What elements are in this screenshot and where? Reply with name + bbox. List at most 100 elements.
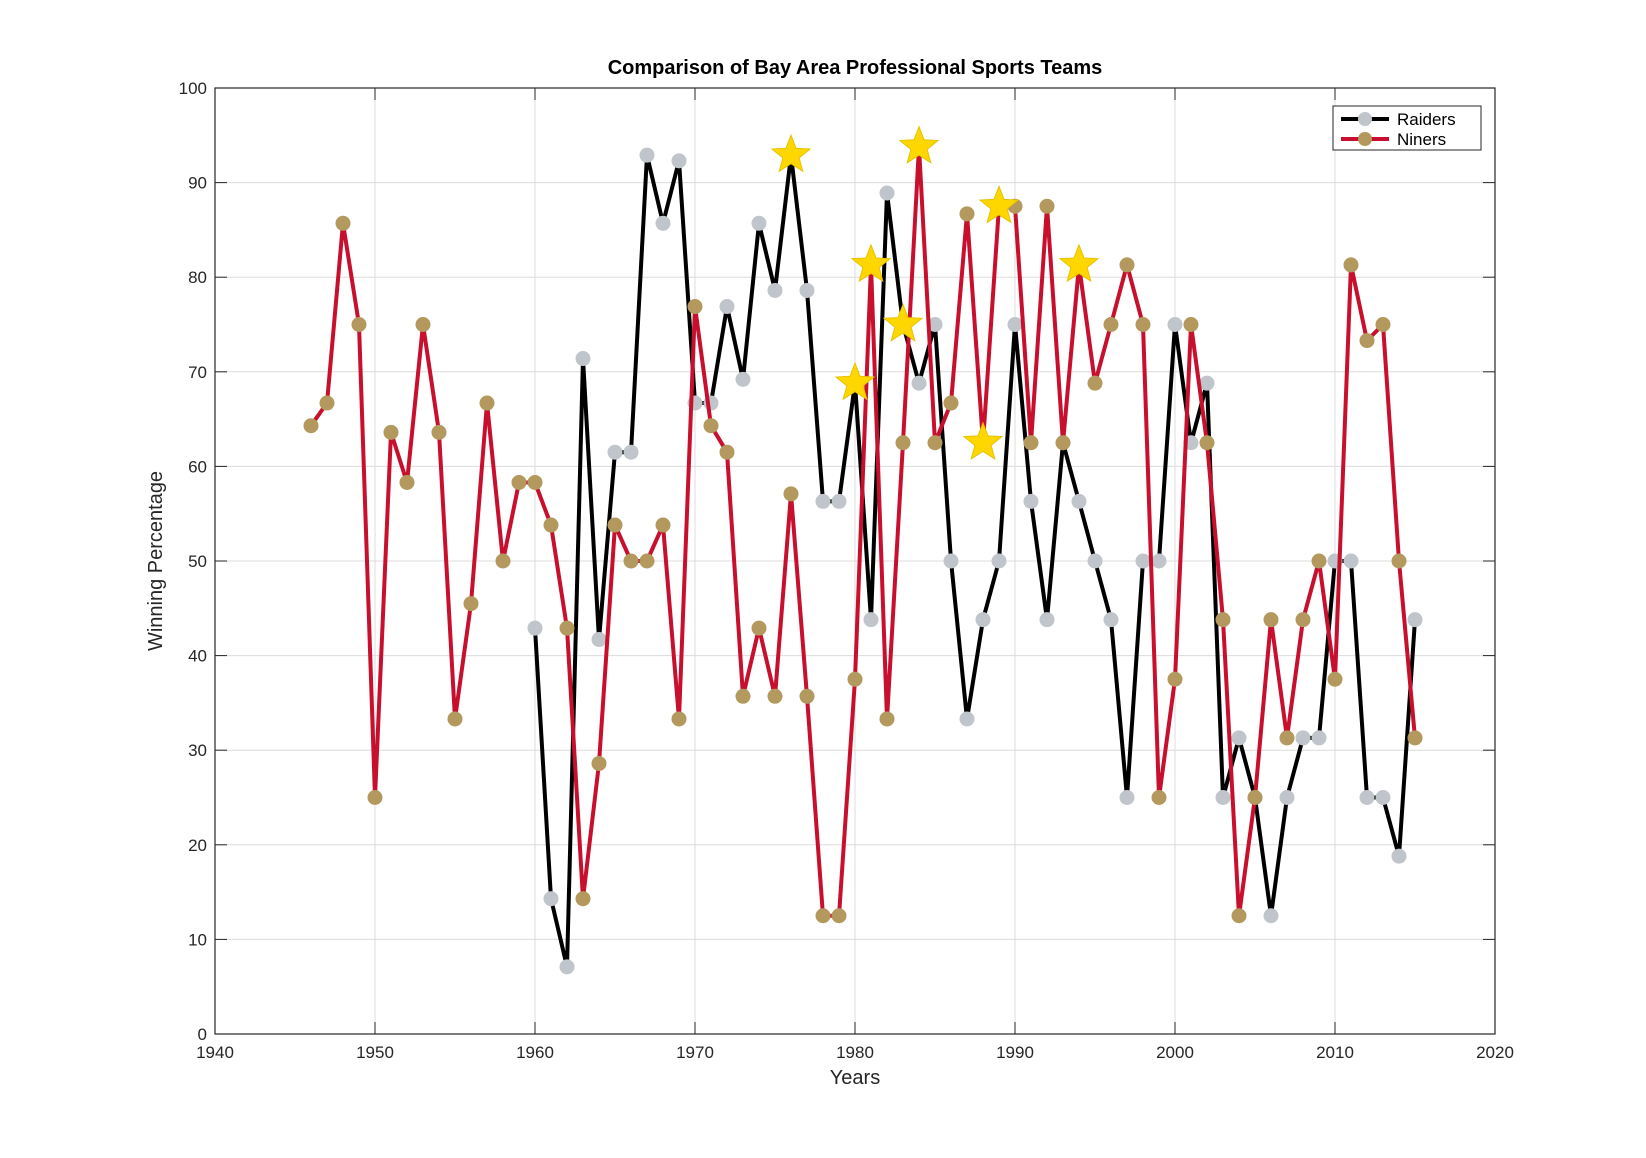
legend-marker-niners [1358, 132, 1372, 146]
data-point-raiders [1359, 790, 1375, 805]
data-point-niners [575, 891, 591, 907]
legend-box [1332, 105, 1482, 151]
data-point-raiders [1343, 553, 1359, 569]
data-point-niners [415, 317, 431, 332]
data-point-niners [1215, 612, 1231, 628]
data-point-raiders [1071, 493, 1087, 509]
data-point-niners [1055, 435, 1071, 451]
data-point-niners [1407, 730, 1423, 746]
data-point-raiders [911, 375, 927, 391]
y-tick-label: 30 [188, 741, 207, 760]
data-point-niners [1247, 790, 1263, 805]
data-point-niners [1327, 671, 1343, 687]
data-point-raiders [1199, 375, 1215, 391]
y-tick-label: 40 [188, 647, 207, 666]
star-marker [770, 133, 812, 173]
data-point-niners [319, 395, 335, 411]
data-point-niners [351, 317, 367, 332]
data-point-niners [463, 596, 479, 612]
data-point-raiders [1007, 317, 1023, 332]
data-point-niners [1183, 317, 1199, 332]
y-tick-label: 50 [188, 552, 207, 571]
data-point-niners [431, 424, 447, 440]
data-point-niners [879, 711, 895, 727]
y-axis-title: Winning Percentage [145, 471, 167, 651]
data-point-niners [783, 486, 799, 502]
y-tick-label: 60 [188, 457, 207, 476]
data-point-raiders [1295, 730, 1311, 746]
data-point-raiders [799, 282, 815, 298]
y-tick-label: 90 [188, 174, 207, 193]
x-tick-label: 2000 [1156, 1043, 1194, 1062]
data-point-raiders [1151, 553, 1167, 569]
data-point-niners [1295, 612, 1311, 628]
data-point-raiders [1167, 317, 1183, 332]
data-point-niners [943, 395, 959, 411]
data-point-niners [1375, 317, 1391, 332]
star-marker [978, 184, 1020, 224]
star-markers [770, 125, 1100, 461]
chart-title: Comparison of Bay Area Professional Spor… [608, 57, 1103, 79]
star-marker [834, 361, 876, 401]
data-point-raiders [943, 553, 959, 569]
data-point-raiders [751, 215, 767, 231]
data-point-niners [511, 474, 527, 490]
data-point-niners [703, 418, 719, 434]
data-point-raiders [559, 959, 575, 975]
data-point-niners [607, 517, 623, 533]
star-marker [898, 125, 940, 164]
data-point-niners [767, 688, 783, 704]
data-point-raiders [991, 553, 1007, 569]
legend-label-raiders: Raiders [1397, 110, 1456, 129]
y-tick-label: 70 [188, 363, 207, 382]
x-tick-label: 1960 [516, 1043, 554, 1062]
x-tick-label: 2010 [1316, 1043, 1354, 1062]
x-axis-title: Years [830, 1067, 880, 1089]
data-point-niners [479, 395, 495, 411]
data-point-niners [1311, 553, 1327, 569]
data-point-niners [591, 755, 607, 771]
data-point-niners [527, 474, 543, 490]
x-tick-label: 1990 [996, 1043, 1034, 1062]
x-tick-label: 1970 [676, 1043, 714, 1062]
data-point-niners [1279, 730, 1295, 746]
data-point-raiders [591, 632, 607, 648]
data-point-raiders [831, 493, 847, 509]
data-point-raiders [1039, 612, 1055, 628]
data-point-raiders [1215, 790, 1231, 805]
data-point-raiders [1263, 908, 1279, 924]
legend-label-niners: Niners [1397, 130, 1446, 149]
legend-marker-raiders [1358, 112, 1372, 126]
data-point-niners [623, 553, 639, 569]
data-point-niners [687, 299, 703, 315]
series-niners [303, 139, 1423, 924]
data-point-raiders [527, 620, 543, 636]
data-point-niners [543, 517, 559, 533]
data-point-niners [1167, 671, 1183, 687]
data-point-raiders [735, 371, 751, 387]
star-marker [1058, 243, 1100, 283]
star-marker [850, 243, 892, 283]
data-point-niners [303, 418, 319, 434]
data-point-raiders [1087, 553, 1103, 569]
data-point-niners [655, 517, 671, 533]
data-point-raiders [1023, 493, 1039, 509]
axes: 1940 1950 1960 1970 1980 1990 2000 2010 2020 0 10 2… [179, 79, 1514, 1062]
data-point-raiders [1103, 612, 1119, 628]
data-point-niners [1263, 612, 1279, 628]
data-point-niners [799, 688, 815, 704]
x-tick-label: 1950 [356, 1043, 394, 1062]
data-point-niners [1039, 198, 1055, 214]
data-point-raiders [815, 493, 831, 509]
data-point-raiders [639, 147, 655, 163]
data-point-niners [367, 790, 383, 805]
data-point-raiders [1135, 553, 1151, 569]
data-point-niners [1135, 317, 1151, 332]
data-point-raiders [879, 185, 895, 201]
data-point-niners [1119, 257, 1135, 273]
data-point-niners [1231, 908, 1247, 924]
data-point-raiders [767, 282, 783, 298]
